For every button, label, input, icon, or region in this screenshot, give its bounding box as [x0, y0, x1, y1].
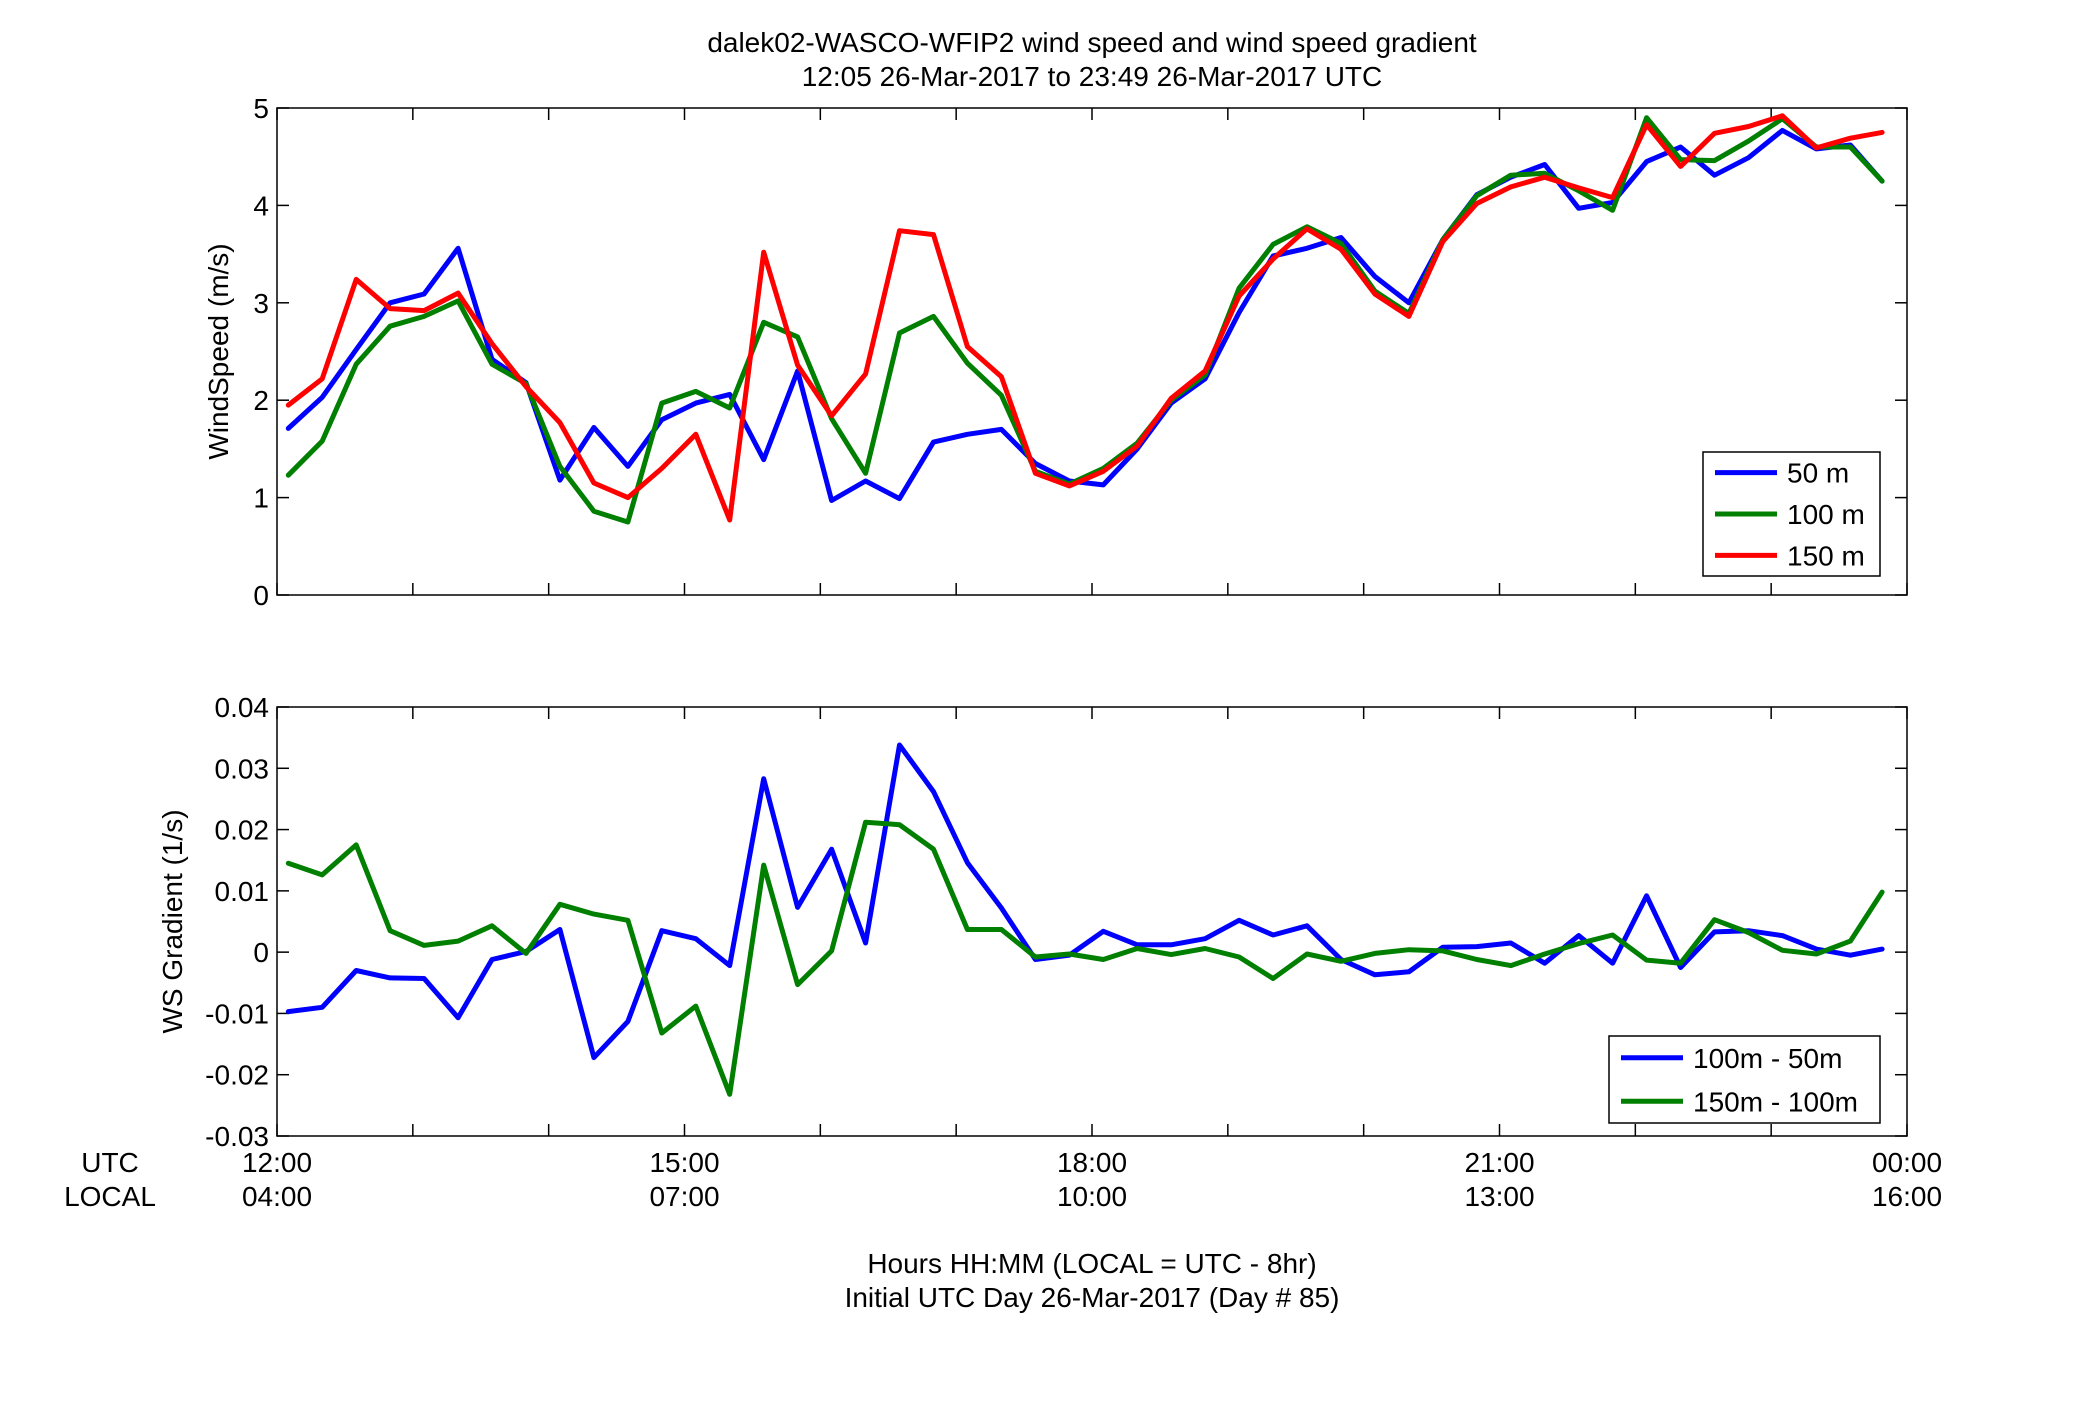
gradient-legend-label-1: 150m - 100m	[1693, 1086, 1858, 1117]
gradient-legend: 100m - 50m 150m - 100m	[1608, 1035, 1881, 1124]
gradient-ytick-label: 0	[253, 937, 269, 968]
x-axis-label-line2: Initial UTC Day 26-Mar-2017 (Day # 85)	[845, 1282, 1340, 1313]
windspeed-series-line-2	[285, 113, 1885, 523]
gradient-legend-label-0: 100m - 50m	[1693, 1043, 1842, 1074]
gradient-ytick-label: 0.02	[215, 815, 270, 846]
local-tick-label: 04:00	[242, 1181, 312, 1212]
gradient-ytick-label: -0.02	[205, 1060, 269, 1091]
local-tick-label: 10:00	[1057, 1181, 1127, 1212]
utc-tick-label: 21:00	[1464, 1147, 1534, 1178]
windspeed-legend-label-0: 50 m	[1787, 458, 1849, 489]
gradient-panel: -0.03 -0.02 -0.01 0 0.01 0.02 0.03 0.04 WS Gradi…	[157, 692, 1908, 1152]
windspeed-y-axis-label: WindSpeed (m/s)	[203, 243, 234, 459]
gradient-ytick-label: 0.03	[215, 753, 270, 784]
windspeed-legend: 50 m 100 m 150 m	[1702, 451, 1881, 577]
utc-tick-label: 15:00	[649, 1147, 719, 1178]
windspeed-legend-label-2: 150 m	[1787, 540, 1865, 571]
utc-tick-label: 00:00	[1872, 1147, 1942, 1178]
windspeed-ytick-label: 0	[253, 580, 269, 611]
gradient-series-line-1	[285, 819, 1885, 1097]
local-tick-label: 13:00	[1464, 1181, 1534, 1212]
gradient-ytick-label: -0.01	[205, 998, 269, 1029]
local-tick-label: 07:00	[649, 1181, 719, 1212]
windspeed-panel: 0 1 2 3 4 5 WindSpeed (m/s) 50 m 100 m 150 m	[203, 93, 1908, 611]
gradient-legend-box	[1608, 1035, 1881, 1124]
windspeed-ytick-label: 2	[253, 385, 269, 416]
windspeed-ytick-label: 4	[253, 190, 269, 221]
utc-tick-label: 12:00	[242, 1147, 312, 1178]
chart-title-line1: dalek02-WASCO-WFIP2 wind speed and wind …	[707, 27, 1477, 58]
local-row-label: LOCAL	[64, 1181, 156, 1212]
utc-tick-label: 18:00	[1057, 1147, 1127, 1178]
gradient-ytick-label: 0.04	[215, 692, 270, 723]
windspeed-ytick-label: 5	[253, 93, 269, 124]
utc-row-label: UTC	[81, 1147, 139, 1178]
local-tick-label: 16:00	[1872, 1181, 1942, 1212]
gradient-y-axis-label: WS Gradient (1/s)	[157, 809, 188, 1033]
x-axis-label-line1: Hours HH:MM (LOCAL = UTC - 8hr)	[867, 1248, 1316, 1279]
gradient-ytick-label: 0.01	[215, 876, 270, 907]
windspeed-ytick-label: 1	[253, 483, 269, 514]
gradient-series-line-0	[285, 742, 1885, 1061]
chart-title-line2: 12:05 26-Mar-2017 to 23:49 26-Mar-2017 U…	[802, 61, 1383, 92]
windspeed-axes-box	[276, 107, 1908, 596]
windspeed-legend-label-1: 100 m	[1787, 499, 1865, 530]
gradient-ytick-label: -0.03	[205, 1121, 269, 1152]
windspeed-ytick-label: 3	[253, 288, 269, 319]
